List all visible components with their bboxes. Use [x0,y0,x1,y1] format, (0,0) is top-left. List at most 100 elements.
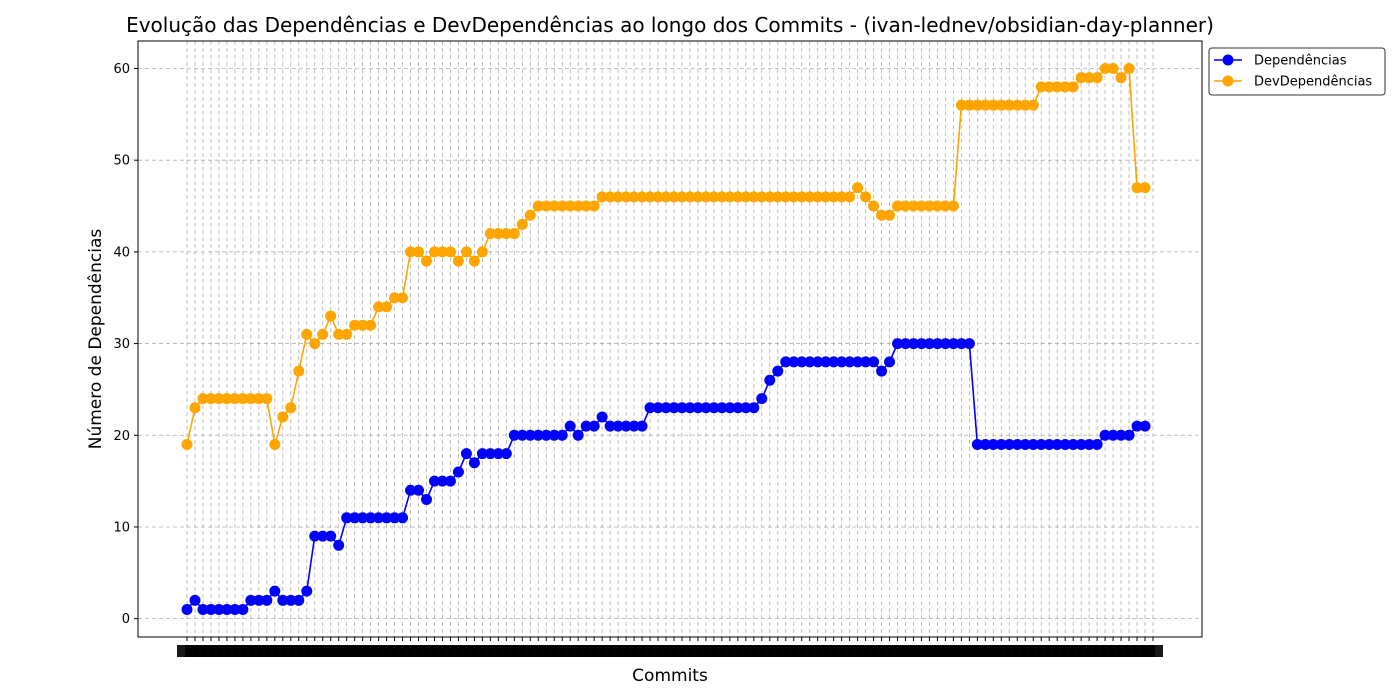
data-point [1019,438,1031,450]
data-point [253,594,265,606]
data-point [229,393,241,405]
data-point [532,429,544,441]
data-point [1043,81,1055,93]
data-point [436,246,448,258]
data-point [628,420,640,432]
data-point [684,191,696,203]
data-point [740,191,752,203]
data-point [915,338,927,350]
data-point [1099,63,1111,75]
data-point [1035,81,1047,93]
data-point [500,448,512,460]
data-point [971,99,983,111]
data-point [1051,81,1063,93]
data-point [548,429,560,441]
data-point [628,191,640,203]
data-point [676,402,688,414]
data-point [700,191,712,203]
data-point [915,200,927,212]
x-axis [177,637,1163,657]
data-point [556,429,568,441]
data-point [309,338,321,350]
legend: Dependências DevDependências [1208,47,1386,96]
data-point [1131,420,1143,432]
data-point [309,530,321,542]
data-point [452,255,464,267]
y-tick-label: 50 [113,154,130,169]
data-point [780,356,792,368]
data-point [245,393,257,405]
data-point [900,200,912,212]
data-point [261,594,273,606]
data-point [812,356,824,368]
data-point [365,319,377,331]
data-point [213,393,225,405]
data-point [796,356,808,368]
data-point [500,228,512,240]
data-point [1011,438,1023,450]
data-point [955,99,967,111]
data-point [389,292,401,304]
data-point [748,191,760,203]
data-point [844,191,856,203]
data-point [812,191,824,203]
data-point [413,246,425,258]
data-point [724,191,736,203]
data-point [804,191,816,203]
data-point [979,438,991,450]
data-point [245,594,257,606]
data-point [1123,63,1135,75]
data-point [884,356,896,368]
legend-item: DevDependências [1214,75,1372,90]
chart-title: Evolução das Dependências e DevDependênc… [126,13,1214,37]
data-point [476,246,488,258]
legend-label: DevDependências [1254,75,1372,90]
data-point [955,338,967,350]
data-point [604,191,616,203]
data-point [381,512,393,524]
data-point [389,512,401,524]
data-point [397,292,409,304]
data-point [836,191,848,203]
data-point [931,338,943,350]
data-point [341,512,353,524]
data-point [277,594,289,606]
data-point [1035,438,1047,450]
data-point [1107,63,1119,75]
legend-marker [1222,75,1234,87]
data-point [572,200,584,212]
data-point [716,191,728,203]
data-point [341,328,353,340]
data-point [588,200,600,212]
data-point [596,411,608,423]
data-point [189,402,201,414]
data-point [237,393,249,405]
data-point [421,493,433,505]
data-point [564,200,576,212]
data-point [397,512,409,524]
data-point [452,466,464,478]
y-tick-label: 10 [113,520,130,535]
data-point [772,365,784,377]
data-point [405,246,417,258]
data-point [860,356,872,368]
data-point [652,402,664,414]
data-point [444,475,456,487]
data-point [788,191,800,203]
data-point [317,530,329,542]
data-point [660,402,672,414]
data-point [979,99,991,111]
data-point [508,228,520,240]
data-point [325,530,337,542]
y-tick-label: 40 [113,245,130,260]
data-point [740,402,752,414]
data-point [1075,438,1087,450]
data-point [892,338,904,350]
data-point [556,200,568,212]
data-point [405,484,417,496]
data-point [516,218,528,230]
data-point [780,191,792,203]
data-point [876,209,888,221]
grid [138,41,1202,637]
